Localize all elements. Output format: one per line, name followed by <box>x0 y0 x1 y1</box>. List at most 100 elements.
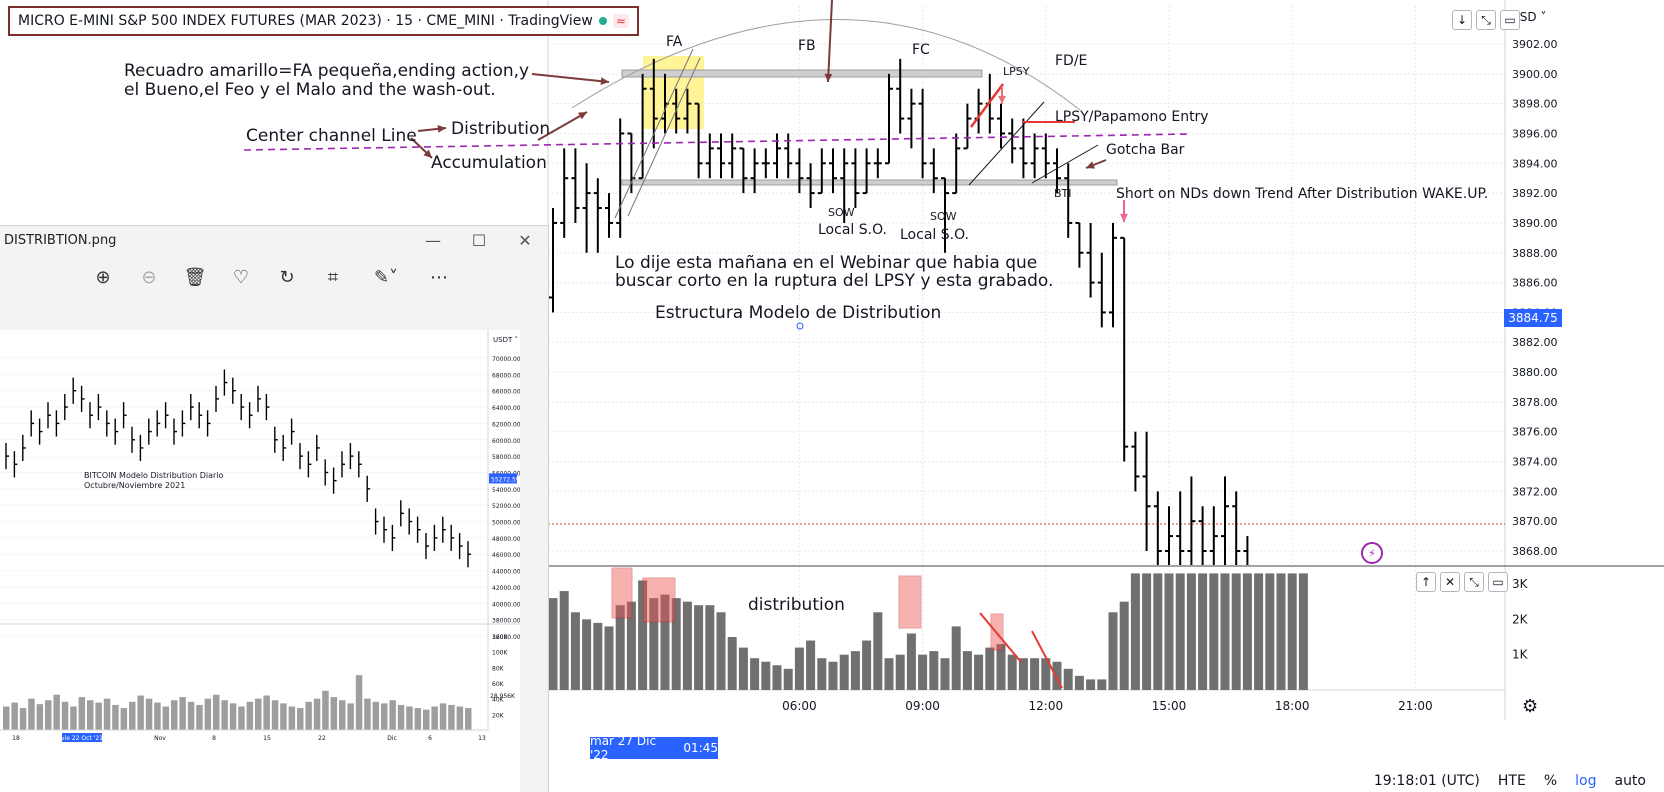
ohlc-bar <box>593 178 602 253</box>
thumb-price-label: 66000.00 <box>492 389 520 396</box>
thumb-volume-bar <box>171 700 178 730</box>
annotation-accumulation: Accumulation <box>431 153 547 173</box>
percent-toggle[interactable]: % <box>1543 772 1558 789</box>
thumb-price-label: 38000.00 <box>492 618 520 625</box>
thumb-ohlc-bar <box>442 516 446 543</box>
ohlc-bar <box>1097 252 1106 328</box>
rotate-icon[interactable]: ↻ <box>279 266 295 288</box>
thumb-ohlc-bar <box>358 451 362 478</box>
thumb-last-price: 55272.59 <box>491 476 520 483</box>
ohlc-bar <box>549 208 557 313</box>
thumb-ohlc-bar <box>391 524 396 551</box>
lightning-icon[interactable]: ⚡ <box>1361 542 1383 564</box>
heart-icon[interactable]: ♡ <box>232 266 250 288</box>
ohlc-bar <box>997 103 1005 149</box>
ohlc-bar <box>1142 431 1151 551</box>
ohlc-bar <box>952 133 961 195</box>
annotation-local-so-1: Local S.O. <box>818 222 887 238</box>
session-label[interactable]: HTE <box>1497 772 1526 789</box>
symbol-title-box[interactable]: MICRO E-MINI S&P 500 INDEX FUTURES (MAR … <box>8 6 639 36</box>
anchor-dot <box>796 322 804 330</box>
volume-bar <box>951 626 961 690</box>
restore-icon[interactable]: ☐ <box>471 230 487 250</box>
volume-bar <box>940 658 950 690</box>
ohlc-bar <box>739 147 748 194</box>
thumb-time-label: 8 <box>212 735 216 742</box>
volume-bar <box>750 658 760 690</box>
ohlc-bar <box>694 102 703 179</box>
volume-bars <box>548 573 1308 690</box>
ohlc-bar <box>560 148 569 238</box>
thumb-volume-bar <box>3 706 10 730</box>
red-marker-1 <box>969 83 1005 128</box>
crosshair-date: mar 27 Dic '22 <box>590 734 657 762</box>
thumb-volume-label: 40K <box>492 697 505 704</box>
thumb-price-label: 44000.00 <box>492 569 520 576</box>
zoom-out-icon[interactable]: ⊖ <box>141 266 157 288</box>
maximize-icon[interactable]: ▭ <box>1500 10 1520 30</box>
thumb-volume-bar <box>179 697 186 730</box>
ohlc-bar <box>1232 491 1241 565</box>
volume-highlight-box <box>611 567 633 619</box>
thumb-volume-bar <box>448 704 455 730</box>
collapse-icon[interactable]: ↓ <box>1452 10 1472 30</box>
thumb-time-label: Nov <box>154 735 166 742</box>
volume-bar <box>1287 573 1297 690</box>
annotation-sow-2: SOW <box>930 210 957 223</box>
auto-toggle[interactable]: auto <box>1614 772 1646 789</box>
log-toggle[interactable]: log <box>1575 772 1597 789</box>
volume-bar <box>593 622 603 690</box>
time-tick-label: 15:00 <box>1152 699 1187 713</box>
price-tick-label: 3894.00 <box>1512 157 1558 170</box>
ohlc-bar <box>750 148 759 194</box>
ohlc-bars <box>549 58 1252 565</box>
price-tick-label: 3898.00 <box>1512 98 1558 111</box>
trash-icon[interactable]: 🗑 <box>183 266 207 288</box>
thumb-ohlc-bar <box>349 443 354 470</box>
utc-clock[interactable]: 19:18:01 (UTC) <box>1373 772 1480 789</box>
photo-viewer-window[interactable]: DISTRIBTION.png — ☐ ✕ ⊕ ⊖ 🗑 ♡ ↻ ⌗ ✎˅ ⋯ U… <box>0 225 549 792</box>
bottom-bar: 19:18:01 (UTC) HTE % log auto <box>548 770 1664 791</box>
ohlc-bar <box>717 133 725 179</box>
fa-trendline-1 <box>614 48 694 219</box>
thumb-price-label: 64000.00 <box>492 405 520 412</box>
volume-bar <box>772 665 782 690</box>
thumb-price-label: 62000.00 <box>492 421 520 428</box>
thumb-crosshair-date-box <box>62 733 102 742</box>
thumb-volume-bar <box>112 704 119 730</box>
thumb-title-1: BITCOIN Modelo Distribution Diario <box>84 471 224 480</box>
volume-expand-icon[interactable]: ⤡ <box>1464 572 1484 592</box>
gear-icon[interactable]: ⚙ <box>1522 696 1539 717</box>
thumb-volume-bar <box>364 698 371 730</box>
ohlc-bar <box>918 88 927 179</box>
crosshair-time: 01:45 <box>683 741 718 755</box>
volume-up-icon[interactable]: ↑ <box>1416 572 1436 592</box>
thumb-volume-bar <box>61 701 69 730</box>
zoom-in-icon[interactable]: ⊕ <box>95 266 111 288</box>
ohlc-bar <box>829 148 837 194</box>
thumb-title-2: Octubre/Noviembre 2021 <box>84 481 185 490</box>
volume-bar <box>1153 573 1163 690</box>
more-icon[interactable]: ⋯ <box>430 266 448 288</box>
thumb-volume-bar <box>229 703 237 730</box>
crop-icon[interactable]: ⌗ <box>327 266 339 288</box>
volume-bar <box>895 654 905 690</box>
market-open-icon <box>598 17 607 25</box>
ohlc-bar <box>1198 506 1207 565</box>
viewer-titlebar[interactable]: DISTRIBTION.png — ☐ ✕ <box>0 226 548 254</box>
thumb-volume-bar <box>414 708 422 730</box>
price-tick-label: 3870.00 <box>1512 515 1558 528</box>
window-close-icon[interactable]: ✕ <box>518 230 532 250</box>
thumb-volume-bar <box>53 694 60 730</box>
thumb-volume-bar <box>187 701 195 730</box>
thumb-ohlc-bar <box>458 532 463 560</box>
thumb-volume-bar <box>313 698 321 730</box>
volume-maximize-icon[interactable]: ▭ <box>1488 572 1508 592</box>
volume-bar <box>783 668 793 690</box>
minimize-icon[interactable]: — <box>425 230 441 250</box>
close-icon[interactable]: ⤡ <box>1476 10 1496 30</box>
edit-icon[interactable]: ✎˅ <box>373 266 399 288</box>
volume-close-icon[interactable]: ✕ <box>1440 572 1460 592</box>
viewer-toolbar: ⊕ ⊖ 🗑 ♡ ↻ ⌗ ✎˅ ⋯ <box>0 254 548 300</box>
